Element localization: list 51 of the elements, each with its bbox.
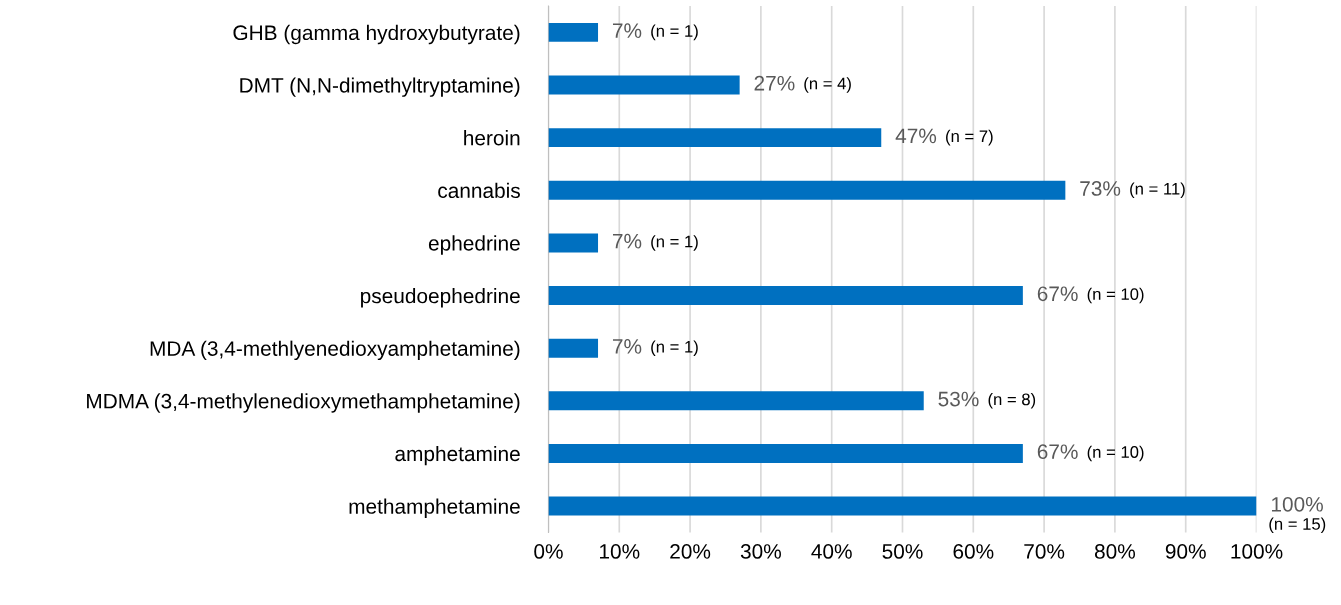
bar xyxy=(548,75,740,95)
bar xyxy=(548,233,599,253)
y-tick-label: GHB (gamma hydroxybutyrate) xyxy=(233,24,520,45)
text: (n = 15) xyxy=(1269,517,1326,534)
annotation: (n = 1) xyxy=(651,340,698,356)
bar xyxy=(548,338,599,358)
x-tick-label: 50% xyxy=(882,544,923,559)
bar xyxy=(548,443,1023,463)
bar xyxy=(548,128,882,148)
x-tick-label: 70% xyxy=(1024,544,1065,559)
annotation: (n = 8) xyxy=(988,393,1036,409)
data-label: 100% xyxy=(1271,496,1323,512)
data-label: 67% xyxy=(1037,286,1078,302)
data-label: 7% xyxy=(612,23,642,38)
bar xyxy=(548,286,1023,306)
data-label: 53% xyxy=(938,391,979,407)
x-tick-label: 100% xyxy=(1231,544,1283,559)
y-tick-label: MDA (3,4-methlyenedioxyamphetamine) xyxy=(150,340,520,361)
annotation: (n = 1) xyxy=(651,24,698,41)
x-tick-label: 10% xyxy=(600,544,640,559)
data-label: 7% xyxy=(612,233,642,249)
x-tick-label: 40% xyxy=(811,544,852,559)
annotation: (n = 4) xyxy=(804,77,851,93)
x-tick-label: 30% xyxy=(740,544,781,559)
bar xyxy=(548,22,599,42)
annotation: (n = 7) xyxy=(946,129,993,146)
bar xyxy=(548,180,1066,200)
annotation: (n = 10) xyxy=(1087,287,1144,304)
y-tick-label: DMT (N,N-dimethyltryptamine) xyxy=(240,77,520,97)
bar xyxy=(548,391,924,411)
x-tick-label: 20% xyxy=(670,544,711,559)
x-tick-label: 60% xyxy=(953,544,994,559)
annotation: (n = 10) xyxy=(1087,445,1144,462)
x-tick-label: 80% xyxy=(1094,544,1136,559)
x-tick-label: 0% xyxy=(534,544,563,559)
data-label: 7% xyxy=(612,339,642,354)
x-tick-label: 90% xyxy=(1165,544,1206,559)
y-tick-label: pseudoephedrine xyxy=(361,287,520,308)
data-label: 73% xyxy=(1080,181,1121,196)
y-tick-label: heroin xyxy=(464,130,520,146)
y-tick-label: amphetamine xyxy=(395,445,520,466)
data-label: 67% xyxy=(1037,444,1078,460)
data-label: 47% xyxy=(895,128,937,144)
annotation: (n = 1) xyxy=(651,235,698,251)
y-tick-label: cannabis xyxy=(438,182,520,199)
y-tick-label: ephedrine xyxy=(428,235,520,255)
y-tick-label: methamphetamine xyxy=(349,498,520,518)
annotation: (n = 11) xyxy=(1130,182,1185,199)
y-tick-label: MDMA (3,4-methylenedioxymethamphetamine) xyxy=(87,393,520,413)
bar xyxy=(548,496,1257,516)
data-label: 27% xyxy=(754,75,795,91)
